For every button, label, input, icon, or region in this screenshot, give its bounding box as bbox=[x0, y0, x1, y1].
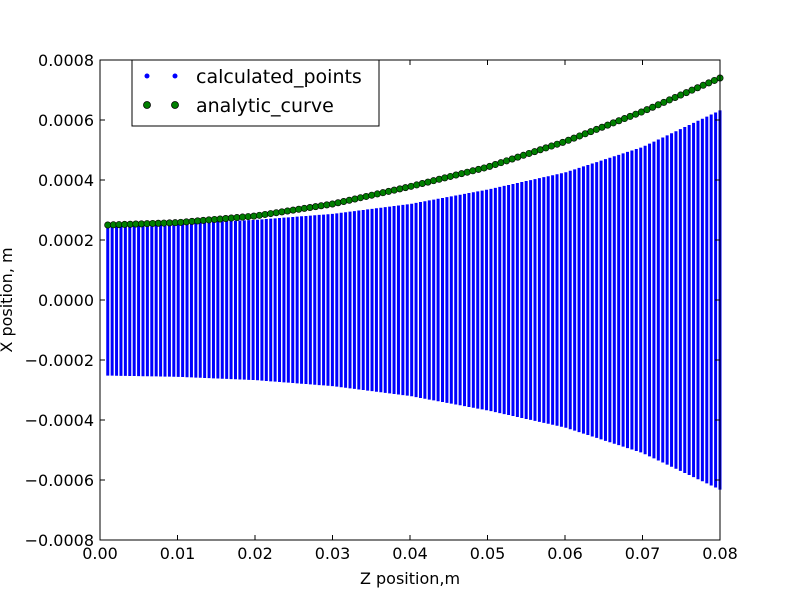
y-tick-label: 0.0000 bbox=[38, 291, 94, 310]
y-tick-label: −0.0008 bbox=[25, 531, 94, 550]
axis-ticks: 0.00 0.01 0.02 0.03 0.04 0.05 0.06 0.07 0.08 −0.0… bbox=[25, 51, 738, 563]
analytic-curve-point bbox=[351, 195, 359, 203]
analytic-curve-point bbox=[345, 196, 353, 204]
legend: calculated_points analytic_curve bbox=[131, 59, 380, 127]
y-tick-label: 0.0002 bbox=[38, 231, 94, 250]
y-tick-label: −0.0006 bbox=[25, 471, 94, 490]
legend-marker-analytic-2 bbox=[171, 101, 179, 109]
analytic-curve-point bbox=[340, 197, 348, 205]
x-tick-label: 0.03 bbox=[315, 544, 351, 563]
y-tick-label: 0.0006 bbox=[38, 111, 94, 130]
y-tick-label: −0.0004 bbox=[25, 411, 94, 430]
analytic-curve-point bbox=[373, 190, 381, 198]
y-tick-label: 0.0004 bbox=[38, 171, 94, 190]
x-axis-title: Z position,m bbox=[360, 569, 460, 588]
legend-label-calculated: calculated_points bbox=[196, 66, 362, 88]
x-tick-label: 0.00 bbox=[82, 544, 118, 563]
legend-box bbox=[131, 59, 380, 127]
x-tick-label: 0.01 bbox=[160, 544, 196, 563]
x-tick-label: 0.07 bbox=[625, 544, 661, 563]
legend-label-analytic: analytic_curve bbox=[196, 95, 334, 117]
analytic-curve-point bbox=[368, 191, 376, 199]
y-tick-label: 0.0008 bbox=[38, 51, 94, 70]
analytic-curve-point bbox=[357, 194, 365, 202]
x-tick-label: 0.08 bbox=[702, 544, 738, 563]
analytic-curve-point bbox=[390, 186, 398, 194]
x-tick-label: 0.05 bbox=[470, 544, 506, 563]
legend-marker-analytic-1 bbox=[143, 101, 151, 109]
legend-marker-calculated-2 bbox=[172, 73, 178, 79]
x-tick-label: 0.04 bbox=[392, 544, 428, 563]
x-tick-label: 0.02 bbox=[237, 544, 273, 563]
plot-area bbox=[104, 74, 724, 490]
analytic-curve-point bbox=[328, 200, 336, 208]
analytic-curve-point bbox=[334, 199, 342, 207]
analytic-curve-point bbox=[401, 184, 409, 192]
y-tick-label: −0.0002 bbox=[25, 351, 94, 370]
analytic-curve-point bbox=[385, 187, 393, 195]
x-tick-label: 0.06 bbox=[547, 544, 583, 563]
analytic-curve-point bbox=[396, 185, 404, 193]
legend-marker-calculated-1 bbox=[144, 73, 150, 79]
analytic-curve-point bbox=[379, 189, 387, 197]
analytic-curve-point bbox=[362, 192, 370, 200]
y-axis-title: X position, m bbox=[0, 247, 16, 352]
